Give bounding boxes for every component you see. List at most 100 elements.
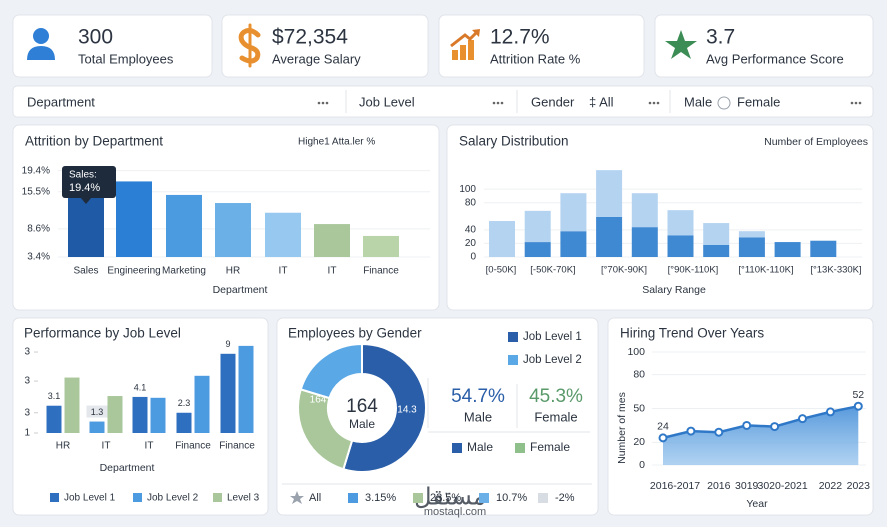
- x-tick-label: IT: [279, 266, 288, 277]
- stat-value: 54.7%: [451, 386, 505, 407]
- x-tick-label: IT: [328, 266, 337, 277]
- watermark: mostaql.com: [424, 506, 486, 518]
- kpi-value: 300: [78, 26, 113, 49]
- legend-swatch: [452, 443, 462, 453]
- x-tick-label: IT: [145, 441, 154, 452]
- radio-label[interactable]: Female: [737, 94, 780, 109]
- point: [853, 401, 863, 411]
- radio-button[interactable]: [717, 96, 731, 110]
- legend-swatch: [50, 493, 59, 502]
- legend-swatch: [508, 332, 518, 342]
- radio-label[interactable]: Male: [684, 94, 712, 109]
- y-tick-label: 3.4%: [27, 252, 50, 263]
- x-tick-label: [0-50K]: [486, 265, 517, 276]
- kpi-label: Avg Performance Score: [706, 51, 844, 66]
- bar: [215, 203, 251, 257]
- bar: [64, 377, 80, 433]
- kpi-value: 12.7%: [490, 26, 550, 49]
- menu-dots[interactable]: [648, 101, 660, 105]
- footer-label: 23.5%: [430, 492, 461, 504]
- y-tick-label: 100: [627, 346, 645, 358]
- bar-segment: [738, 237, 765, 257]
- legend-swatch: [479, 493, 489, 503]
- bar: [89, 421, 105, 433]
- tooltip-title: Sales:: [69, 170, 97, 181]
- legend-label: Male: [467, 440, 493, 454]
- point: [825, 407, 835, 417]
- point: [742, 420, 752, 430]
- legend-swatch: [413, 493, 423, 503]
- bar: [166, 194, 202, 257]
- legend-label: Level 3: [227, 493, 260, 504]
- stat-label: Male: [464, 409, 492, 424]
- y-tick-label: 20: [465, 238, 477, 249]
- y-tick-label: 1: [24, 428, 30, 439]
- bar-segment: [774, 242, 801, 257]
- point: [770, 422, 780, 432]
- line: [662, 404, 859, 440]
- bar: [238, 345, 254, 433]
- bar-segment: [596, 170, 623, 217]
- bar: [116, 181, 152, 257]
- bar: [265, 212, 301, 257]
- data-label: 3.1: [48, 391, 61, 401]
- y-tick-label: 50: [633, 402, 645, 414]
- donut-segment: [296, 388, 354, 471]
- menu-dots[interactable]: [492, 101, 504, 105]
- filter-label[interactable]: Job Level: [359, 94, 415, 109]
- filter-bar: [12, 85, 874, 118]
- bar: [314, 224, 350, 257]
- y-tick-label: 19.4%: [22, 165, 50, 176]
- star-icon: [665, 30, 697, 59]
- bar-segment: [703, 223, 730, 245]
- legend-swatch: [213, 493, 222, 502]
- label-box: [86, 405, 108, 418]
- bar-segment: [524, 210, 551, 243]
- x-tick-label: [°13K-330K]: [810, 265, 861, 276]
- y-tick-label: 3: [24, 407, 30, 418]
- chart-title: Employees by Gender: [288, 326, 422, 341]
- kpi-label: Average Salary: [272, 51, 361, 66]
- x-tick-label: IT: [102, 441, 111, 452]
- y-tick-label: 15.5%: [22, 186, 50, 197]
- bar: [132, 396, 148, 433]
- bar-segment: [524, 242, 551, 257]
- bar-segment: [596, 216, 623, 257]
- filter-label[interactable]: Gender: [531, 94, 575, 109]
- x-tick-label: 2016: [707, 480, 731, 492]
- legend-swatch: [133, 493, 142, 502]
- y-tick-label: 40: [465, 224, 477, 235]
- chart-title: Hiring Trend Over Years: [620, 326, 764, 341]
- stat-value: 45.3%: [529, 386, 583, 407]
- bar-segment: [631, 227, 658, 257]
- x-tick-label: Sales: [73, 266, 98, 277]
- x-tick-label: Finance: [175, 441, 211, 452]
- menu-dots[interactable]: [850, 101, 862, 105]
- bar-segment: [667, 210, 694, 236]
- kpi-value: 3.7: [706, 26, 735, 49]
- kpi-card: [12, 14, 213, 78]
- data-label: 24: [657, 421, 669, 433]
- footer-label: -2%: [555, 492, 575, 504]
- legend-label: Job Level 2: [523, 354, 582, 366]
- x-tick-label: HR: [56, 441, 70, 452]
- x-tick-label: 2023: [847, 480, 871, 492]
- chart-title: Attrition by Department: [25, 134, 163, 149]
- x-tick-label: [°90K-110K]: [668, 265, 719, 276]
- x-tick-label: 3019: [735, 480, 759, 492]
- kpi-card: [654, 14, 874, 78]
- x-axis-label: Year: [746, 498, 768, 510]
- tooltip: [62, 166, 116, 198]
- filter-value[interactable]: ‡ All: [589, 94, 614, 109]
- point: [686, 426, 696, 436]
- panel: [446, 124, 874, 311]
- filter-label[interactable]: Department: [27, 94, 95, 109]
- x-tick-label: [°70K-90K]: [601, 265, 647, 276]
- y-tick-label: 3: [24, 376, 30, 387]
- segment-label: 164: [310, 395, 327, 406]
- kpi-label: Attrition Rate %: [490, 51, 581, 66]
- x-tick-label: Finance: [219, 441, 255, 452]
- footer-label: All: [309, 492, 321, 504]
- menu-dots[interactable]: [317, 101, 329, 105]
